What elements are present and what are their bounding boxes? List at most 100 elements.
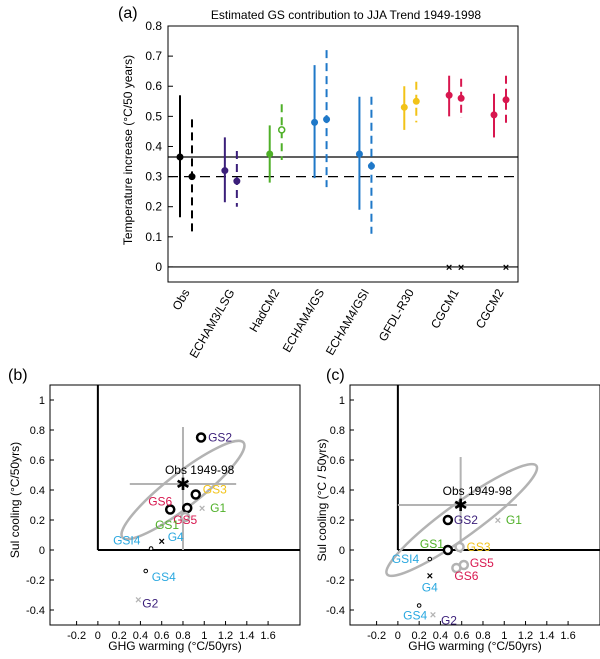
- panel-c-point-label-gs4: GS4: [403, 609, 427, 623]
- panel-b-ytick-label: 1: [39, 395, 45, 407]
- panel-a-category-label: HadCM2: [247, 286, 283, 334]
- panel-c-point-label-gs2: GS2: [454, 513, 478, 527]
- panel-b-ytick-label: -0.4: [26, 605, 45, 617]
- panel-a-ytick-label: 0.5: [145, 109, 162, 123]
- panel-a-ylabel: Temperature increase (°C/50 years): [121, 55, 135, 245]
- panel-b-chart: (b) GHG warming (°C/50yrs) Sul cooling (…: [8, 367, 301, 653]
- panel-a-title: Estimated GS contribution to JJA Trend 1…: [211, 8, 481, 22]
- panel-c-label: (c): [326, 367, 345, 384]
- panel-c-xtick-label: 1.2: [518, 630, 533, 642]
- panel-b-plot: -0.2 0 0.2 0.4 0.6 0.8 1 1.2 1.4 1.6 -0.4 -0.2 0 0.2 0…: [26, 385, 300, 642]
- panel-b-confidence-ellipse: [120, 439, 246, 541]
- panel-b-xtick-label: 0: [95, 630, 101, 642]
- panel-b-point-gs4: [143, 568, 149, 574]
- panel-c-xtick-label: 0.2: [412, 630, 427, 642]
- panel-b-xtick-label: 0.8: [175, 630, 190, 642]
- panel-c-xlabel: GHG warming (°C/50yrs): [408, 639, 541, 653]
- panel-b-point-gs1: [179, 511, 191, 523]
- panel-c-xtick-label: 0.8: [475, 630, 490, 642]
- panel-c-xtick-label: -0.2: [367, 630, 386, 642]
- panel-a-bar-cgcm2-dashed-point: [502, 96, 510, 104]
- panel-a-marks: × × ×: [176, 50, 510, 274]
- panel-a-ytick-label: 0.8: [145, 19, 162, 33]
- panel-c-plot: -0.2 0 0.2 0.4 0.6 0.8 1 1.2 1.4 1.6 -0.4 -0.2 0 0.2 0…: [326, 385, 600, 642]
- panel-b-point-label-gs6: GS6: [148, 495, 172, 509]
- panel-a-ytick-label: 0.6: [145, 79, 162, 93]
- panel-a-bar-obs-dashed-point: [188, 173, 196, 181]
- panel-a-bar-echam4-gsi-solid-point: [355, 150, 363, 158]
- panel-b-point-gs3: [190, 489, 201, 500]
- panel-c-point-g1: ×: [495, 515, 501, 527]
- panel-c-xtick-label: 1.4: [539, 630, 554, 642]
- panel-c-point-label-gs1: GS1: [420, 537, 444, 551]
- panel-a-category-label: Obs: [169, 287, 192, 313]
- panel-a-category-label: CGCM1: [428, 286, 462, 331]
- panel-b-obs-label: Obs 1949-98: [165, 463, 235, 477]
- panel-a-ytick-label: 0.4: [145, 139, 162, 153]
- panel-c-xtick-label: 0.4: [433, 630, 448, 642]
- panel-a-ticks: 0 0.1 0.2 0.3 0.4 0.5 0.6 0.7 0.8: [145, 19, 173, 274]
- panel-c-xtick-label: 0: [395, 630, 401, 642]
- panel-b-point-label-gs2: GS2: [208, 431, 232, 445]
- panel-a-bar-echam4-gs-dashed-point: [323, 115, 331, 123]
- panel-b-xtick-label: 1.2: [218, 630, 233, 642]
- panel-c-ytick-label: 0.6: [330, 455, 345, 467]
- panel-b-point-label-gs3: GS3: [203, 483, 227, 497]
- panel-b-point-g1: ×: [199, 503, 205, 515]
- panel-c-point-label-gs6: GS6: [454, 569, 478, 583]
- panel-a-bar-gfdl-r30-dashed-point: [412, 97, 420, 105]
- panel-c-xtick-label: 1.6: [560, 630, 575, 642]
- panel-b-ytick-label: 0.4: [30, 485, 45, 497]
- panel-b-point-g4: ×: [158, 536, 164, 548]
- panel-b-ytick-label: -0.2: [26, 575, 45, 587]
- panel-c-point-gs2: [442, 514, 454, 526]
- panel-c-point-label-g4: G4: [422, 581, 438, 595]
- panel-a-ytick-label: 0.7: [145, 49, 162, 63]
- panel-a-bar-cgcm2-dashed-zero-marker: ×: [503, 262, 509, 274]
- panel-a-reference-lines: [168, 156, 518, 268]
- panel-a-bar-cgcm1-solid-point: [445, 91, 453, 99]
- panel-a-label: (a): [118, 5, 138, 22]
- panel-c-ytick-label: 0.2: [330, 515, 345, 527]
- panel-a-ytick-label: 0: [155, 260, 162, 274]
- panel-a-bar-cgcm1-solid-zero-marker: ×: [446, 262, 452, 274]
- panel-a-category-label: ECHAM4/GS: [280, 287, 327, 355]
- panel-a-frame: [167, 25, 519, 283]
- panel-a-bar-hadcm2-dashed-point: [277, 126, 286, 134]
- panel-c-point-label-gs3: GS3: [467, 540, 491, 554]
- panel-a-bar-echam3-lsg-solid-point: [221, 167, 229, 175]
- panel-c-point-g2: ×: [430, 610, 436, 622]
- panel-a-category-label: CGCM2: [473, 286, 507, 331]
- panel-b-xtick-label: 0.6: [154, 630, 169, 642]
- panel-a-bar-cgcm1-dashed-zero-marker: ×: [458, 262, 464, 274]
- panel-b-point-label-gs1: GS1: [155, 518, 179, 532]
- panel-b-xtick-label: -0.2: [67, 630, 86, 642]
- panel-b-point-label-g4: G4: [168, 530, 184, 544]
- panel-b-point-gs2: [195, 432, 207, 443]
- panel-c-ylabel: Sul cooling (°C / 50yrs): [315, 439, 329, 562]
- panel-c-point-label-g1: G1: [506, 513, 522, 527]
- panel-c-ytick-label: -0.4: [326, 605, 345, 617]
- panel-b-point-gsi4: [148, 546, 154, 551]
- panel-a-ytick-label: 0.3: [145, 170, 162, 184]
- panel-a-category-label: ECHAM3/LSG: [187, 287, 238, 361]
- panel-a-bar-echam4-gs-solid-point: [311, 118, 319, 126]
- panel-b-xlabel: GHG warming (°C/50yrs): [108, 639, 241, 653]
- panel-b-point-label-gsi4: GSI4: [113, 534, 141, 548]
- panel-c-ytick-label: 1: [339, 395, 345, 407]
- panel-a-chart: (a) Estimated GS contribution to JJA Tre…: [118, 5, 519, 360]
- panel-b-ytick-label: 0.6: [30, 455, 45, 467]
- panel-b-point-label-gs5: GS5: [173, 513, 197, 527]
- panel-a-ytick-label: 0.1: [145, 230, 162, 244]
- panel-b-xtick-label: 1.4: [239, 630, 254, 642]
- panel-b-xtick-label: 0.2: [112, 630, 127, 642]
- panel-c-ytick-label: 0.4: [330, 485, 345, 497]
- panel-c-point-label-gsi4: GSI4: [392, 552, 420, 566]
- panel-b-obs-marker: ✱: [176, 475, 190, 494]
- panel-c-obs-label: Obs 1949-98: [443, 484, 513, 498]
- panel-a-bar-echam3-lsg-dashed-point: [233, 177, 241, 185]
- panel-b-ylabel: Sul cooling (°C/50yrs): [8, 442, 22, 558]
- panel-a-bar-cgcm2-solid-point: [490, 111, 498, 119]
- panel-c-chart: (c) GHG warming (°C/50yrs) Sul cooling (…: [315, 367, 600, 653]
